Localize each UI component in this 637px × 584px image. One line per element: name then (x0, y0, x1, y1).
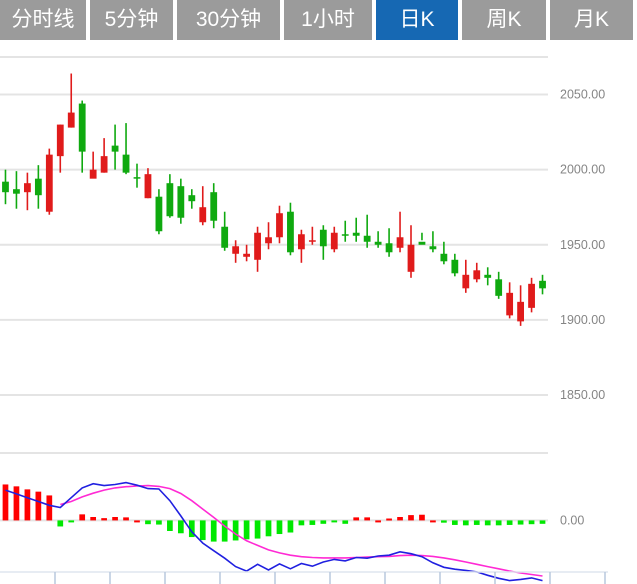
tab-minute-line[interactable]: 分时线 (0, 0, 86, 40)
period-tab-bar: 分时线 5分钟 30分钟 1小时 日K 周K 月K (0, 0, 637, 45)
dea-line (60, 484, 543, 577)
tab-5min[interactable]: 5分钟 (90, 0, 173, 40)
svg-text:2000.00: 2000.00 (560, 163, 605, 177)
tab-daily-k[interactable]: 日K (376, 0, 458, 40)
tab-1hour[interactable]: 1小时 (284, 0, 372, 40)
tab-monthly-k[interactable]: 月K (550, 0, 633, 40)
candlestick-series (2, 73, 546, 326)
dif-line (5, 481, 543, 582)
x-axis-ticks (0, 571, 608, 584)
tab-30min[interactable]: 30分钟 (177, 0, 280, 40)
macd-axis-labels: 0.00-20.00 (560, 513, 584, 527)
macd-histogram-series (2, 484, 546, 542)
tab-weekly-k[interactable]: 周K (462, 0, 546, 40)
svg-text:2050.00: 2050.00 (560, 88, 605, 102)
svg-text:1950.00: 1950.00 (560, 238, 605, 252)
svg-text:1850.00: 1850.00 (560, 388, 605, 402)
svg-text:0.00: 0.00 (560, 513, 584, 527)
price-axis-labels: 2050.00 2000.00 1950.00 1900.00 1850.00 (560, 88, 605, 402)
chart-canvas-area[interactable]: 2050.00 2000.00 1950.00 1900.00 1850.00 0.00… (0, 45, 637, 584)
chart-svg: 2050.00 2000.00 1950.00 1900.00 1850.00 0.00… (0, 56, 608, 584)
svg-text:1900.00: 1900.00 (560, 313, 605, 327)
